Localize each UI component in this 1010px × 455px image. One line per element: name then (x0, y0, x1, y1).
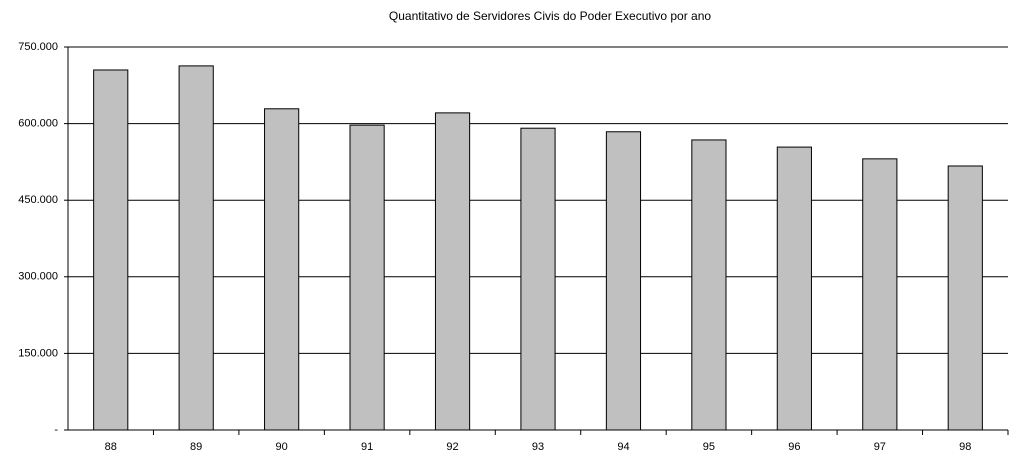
bar (947, 165, 983, 431)
x-tick-label: 92 (446, 441, 458, 453)
x-tick-label: 98 (959, 441, 971, 453)
chart-title: Quantitativo de Servidores Civis do Pode… (389, 9, 711, 23)
bar (776, 146, 812, 431)
bar (349, 124, 385, 431)
y-tick-label: 150.000 (18, 347, 58, 359)
x-tick-label: 94 (617, 441, 629, 453)
x-tick-label: 97 (874, 441, 886, 453)
x-tick-label: 90 (276, 441, 288, 453)
y-tick-label: 600.000 (18, 118, 58, 130)
bar (605, 131, 642, 431)
bar (264, 108, 300, 431)
y-tick-label: - (54, 424, 58, 436)
bar (691, 139, 727, 431)
x-tick-label: 93 (532, 441, 544, 453)
bar (178, 65, 214, 431)
bar (862, 158, 898, 431)
y-tick-label: 300.000 (18, 271, 58, 283)
x-tick-label: 91 (361, 441, 373, 453)
x-tick-label: 96 (788, 441, 800, 453)
y-tick-label: 750.000 (18, 41, 58, 53)
y-tick-label: 450.000 (18, 194, 58, 206)
bar (520, 127, 556, 431)
x-tick-label: 88 (105, 441, 117, 453)
bar (434, 112, 471, 431)
x-tick-label: 95 (703, 441, 715, 453)
bar (93, 69, 129, 431)
x-tick-label: 89 (190, 441, 202, 453)
